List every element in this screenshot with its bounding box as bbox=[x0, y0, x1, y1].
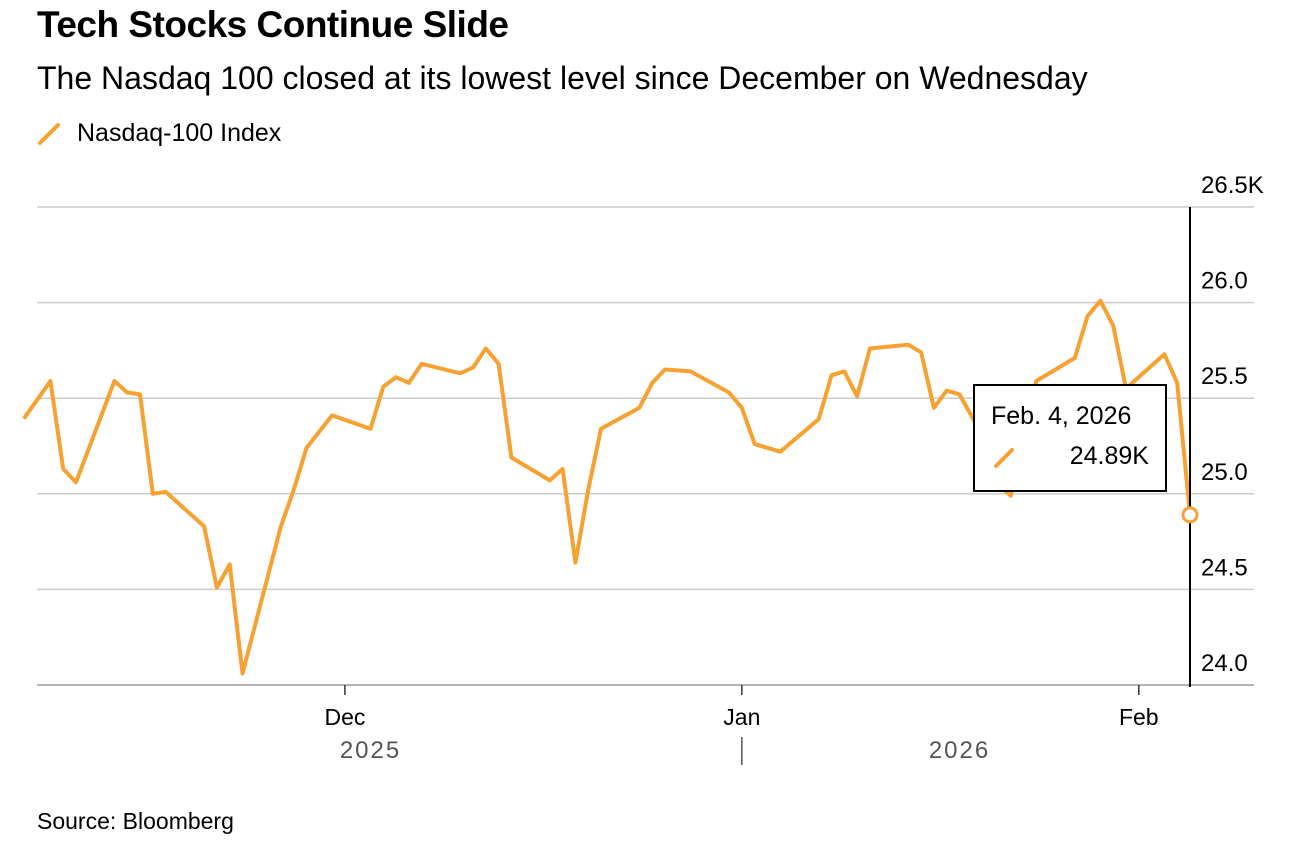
tooltip: Feb. 4, 2026 24.89K bbox=[973, 384, 1167, 492]
legend-swatch bbox=[38, 123, 60, 145]
y-tick-label: 26.5K bbox=[1201, 172, 1264, 199]
x-tick-label: Dec bbox=[324, 704, 365, 730]
last-point-marker[interactable] bbox=[1181, 506, 1199, 524]
source-note: Source: Bloomberg bbox=[37, 808, 234, 834]
chart-subtitle: The Nasdaq 100 closed at its lowest leve… bbox=[37, 60, 1088, 96]
y-tick-label: 24.5 bbox=[1201, 554, 1248, 581]
y-tick-label: 24.0 bbox=[1201, 650, 1248, 677]
x-tick-label: Jan bbox=[723, 704, 760, 730]
chart-title: Tech Stocks Continue Slide bbox=[37, 4, 509, 45]
tooltip-date: Feb. 4, 2026 bbox=[991, 402, 1132, 430]
year-label: 2026 bbox=[929, 737, 990, 764]
year-label: 2025 bbox=[340, 737, 401, 764]
x-axis: Dec Jan Feb 2025 2026 bbox=[324, 685, 1159, 765]
tooltip-swatch bbox=[994, 448, 1014, 468]
y-axis: 24.0 24.5 25.0 25.5 26.0 26.5K bbox=[1201, 172, 1264, 677]
legend-label: Nasdaq-100 Index bbox=[77, 118, 282, 147]
y-tick-label: 26.0 bbox=[1201, 268, 1248, 295]
y-tick-label: 25.5 bbox=[1201, 363, 1248, 390]
tooltip-value: 24.89K bbox=[1069, 442, 1149, 470]
legend: Nasdaq-100 Index bbox=[37, 118, 281, 148]
x-tick-label: Feb bbox=[1119, 704, 1159, 730]
y-tick-label: 25.0 bbox=[1201, 459, 1248, 486]
